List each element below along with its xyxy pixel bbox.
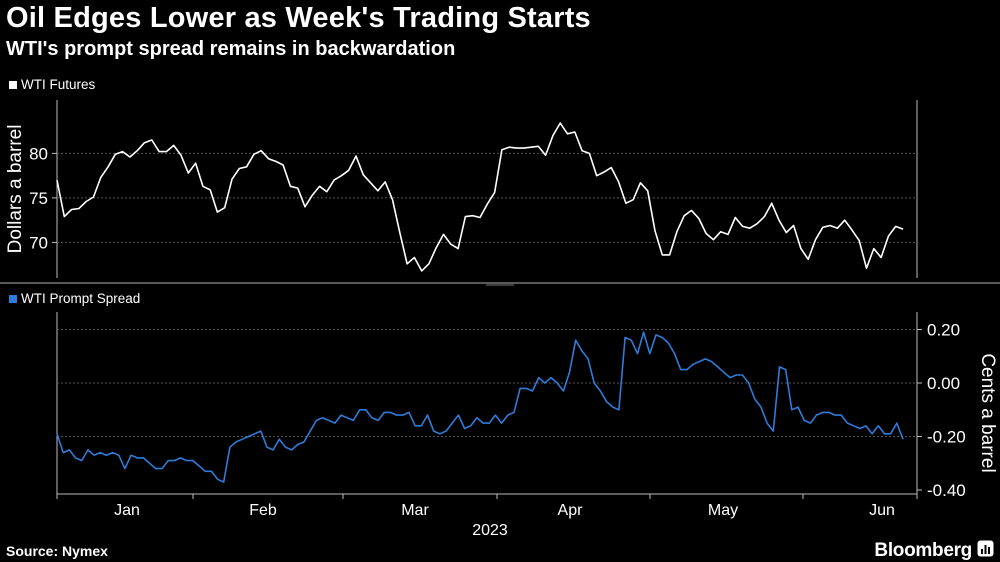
- bottom-y-tick-label: -0.40: [927, 481, 966, 500]
- bottom-y-tick-label: 0.00: [927, 374, 960, 393]
- legend-label-futures: WTI Futures: [21, 77, 96, 92]
- bottom-y-tick-label: 0.20: [927, 321, 960, 340]
- top-y-tick-label: 70: [29, 233, 48, 252]
- chart-subtitle: WTI's prompt spread remains in backwarda…: [6, 38, 456, 60]
- source-label: Source: Nymex: [6, 543, 108, 559]
- legend-futures: WTI Futures: [9, 77, 95, 92]
- bloomberg-chart-icon: [977, 540, 994, 557]
- top-y-tick-label: 80: [29, 144, 48, 163]
- wti-futures-line: [56, 122, 904, 272]
- chart-title: Oil Edges Lower as Week's Trading Starts: [6, 2, 591, 34]
- legend-spread: WTI Prompt Spread: [9, 291, 140, 306]
- top-y-axis-label: Dollars a barrel: [5, 125, 26, 254]
- x-tick-label: Jun: [869, 502, 895, 519]
- brand-logo: Bloomberg: [874, 540, 972, 561]
- wti-prompt-spread-line: [56, 331, 904, 483]
- x-axis-year-label: 2023: [472, 522, 508, 539]
- bottom-y-axis-label: Cents a barrel: [977, 353, 998, 472]
- x-tick-label: Apr: [558, 502, 584, 519]
- legend-swatch-futures: [9, 80, 17, 89]
- bottom-y-tick-label: -0.20: [927, 428, 966, 447]
- x-tick-label: Feb: [249, 502, 277, 519]
- x-tick-label: Jan: [114, 502, 140, 519]
- legend-swatch-spread: [9, 294, 17, 303]
- legend-label-spread: WTI Prompt Spread: [21, 291, 141, 306]
- x-tick-label: May: [708, 502, 738, 519]
- x-tick-label: Mar: [401, 502, 429, 519]
- top-y-tick-label: 75: [29, 189, 48, 208]
